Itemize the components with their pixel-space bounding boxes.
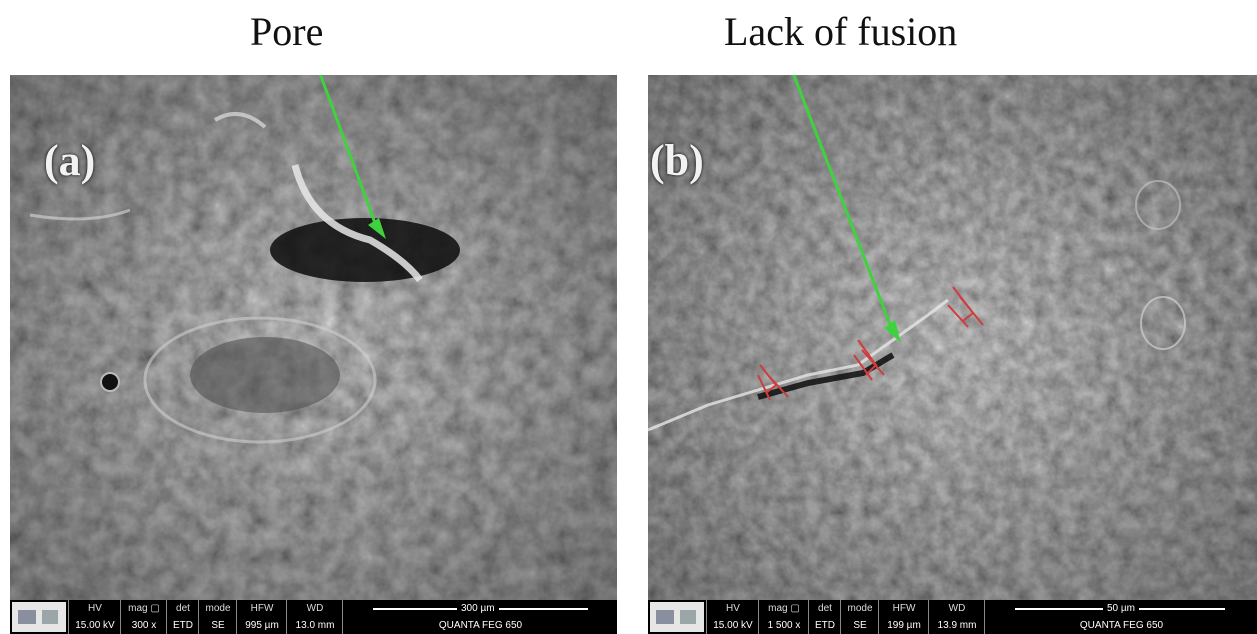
mode-cell: mode SE <box>198 600 237 634</box>
pore-cavity <box>270 218 460 282</box>
instrument-name: QUANTA FEG 650 <box>438 620 523 631</box>
scale-label: 50 µm <box>1103 602 1139 616</box>
lack-of-fusion-title: Lack of fusion <box>724 9 958 54</box>
pore-rim <box>291 164 423 283</box>
mag-cell: mag ▢ 1 500 x <box>758 600 809 634</box>
sem-databar-a: HV 15.00 kV mag ▢ 300 x det ETD mode SE HFW 9… <box>10 600 617 634</box>
instrument-name: QUANTA FEG 650 <box>1079 620 1164 631</box>
wd-cell: WD 13.9 mm <box>928 600 985 634</box>
scale-bar-b: 50 µm QUANTA FEG 650 <box>984 600 1257 634</box>
swirl-region <box>143 316 377 444</box>
det-cell: det ETD <box>166 600 199 634</box>
scale-bar-a: 300 µm QUANTA FEG 650 <box>342 600 617 634</box>
wd-cell: WD 13.0 mm <box>286 600 343 634</box>
pore-title: Pore <box>250 9 324 54</box>
small-pore <box>100 372 120 392</box>
det-cell: det ETD <box>808 600 841 634</box>
hfw-cell: HFW 199 µm <box>878 600 929 634</box>
mag-cell: mag ▢ 300 x <box>120 600 167 634</box>
sem-databar-b: HV 15.00 kV mag ▢ 1 500 x det ETD mode SE HF… <box>648 600 1257 634</box>
pore-arrow <box>318 75 386 239</box>
hv-cell: HV 15.00 kV <box>68 600 121 634</box>
scale-label: 300 µm <box>457 602 499 616</box>
panel-label-b: (b) <box>650 136 704 185</box>
fracture-surface-b <box>648 75 1257 600</box>
fei-logo <box>12 602 66 632</box>
fusion-arrow <box>792 75 901 343</box>
sem-image-a: (a) HV 15.00 kV mag ▢ 300 x det ETD mode SE … <box>10 75 617 634</box>
mode-cell: mode SE <box>840 600 879 634</box>
fei-logo <box>650 602 704 632</box>
sem-image-b: (b) HV 15.00 kV mag ▢ 1 500 x det ETD mode S… <box>648 75 1257 634</box>
fusion-crack <box>648 298 949 432</box>
hfw-cell: HFW 995 µm <box>236 600 287 634</box>
fracture-surface-a <box>10 75 617 600</box>
hv-cell: HV 15.00 kV <box>706 600 759 634</box>
panel-label-a: (a) <box>44 136 96 185</box>
fusion-markers <box>757 286 984 401</box>
